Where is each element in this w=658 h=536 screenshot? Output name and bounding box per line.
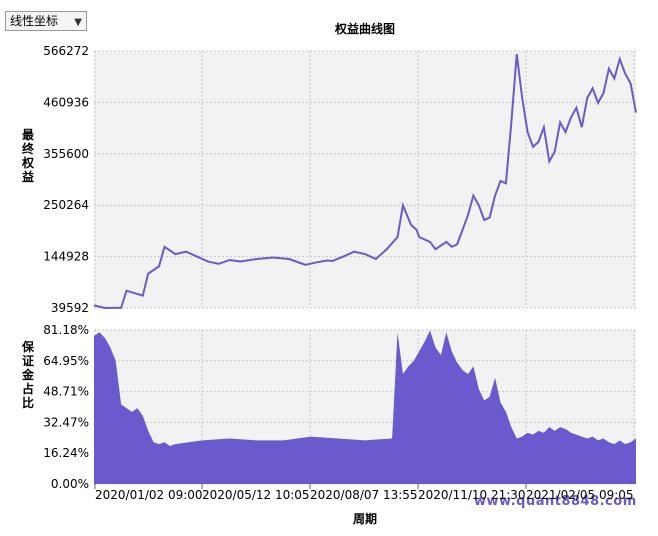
margin-y-tick-label: 48.71% (43, 385, 89, 399)
equity-plot-area (94, 51, 636, 308)
x-tick-label: 2020/11/10 21:30 (418, 488, 526, 502)
x-axis-label: 周期 (352, 512, 377, 526)
equity-y-tick-label: 566272 (43, 44, 89, 58)
x-tick-label: 2020/01/02 09:00 (95, 488, 203, 502)
chart-title: 权益曲线图 (334, 22, 395, 36)
equity-axis-label: 最终权益 (21, 128, 34, 184)
scale-select[interactable]: 线性坐标 ▼ (5, 11, 87, 31)
equity-y-tick-label: 250264 (43, 198, 89, 212)
margin-y-tick-label: 32.47% (43, 415, 89, 429)
x-tick-label: 2020/08/07 13:55 (310, 488, 418, 502)
equity-y-tick-label: 39592 (51, 301, 89, 315)
equity-y-tick-label: 355600 (43, 147, 89, 161)
margin-y-tick-label: 64.95% (43, 354, 89, 368)
margin-axis-label: 保证金占比 (21, 340, 34, 410)
margin-y-tick-label: 16.24% (43, 446, 89, 460)
x-tick-label: 2020/05/12 10:05 (202, 488, 310, 502)
chevron-down-icon: ▼ (74, 17, 82, 28)
scale-select-value: 线性坐标 (10, 14, 59, 28)
margin-series-area (94, 330, 636, 484)
x-tick-label: 2021/02/05 09:05 (526, 488, 634, 502)
margin-y-tick-label: 81.18% (43, 323, 89, 337)
equity-y-tick-label: 144928 (43, 250, 89, 264)
equity-series-line (93, 53, 637, 310)
watermark: www.quant8848.com (474, 494, 637, 509)
margin-y-tick-label: 0.00% (51, 477, 89, 491)
equity-y-tick-label: 460936 (43, 95, 89, 109)
